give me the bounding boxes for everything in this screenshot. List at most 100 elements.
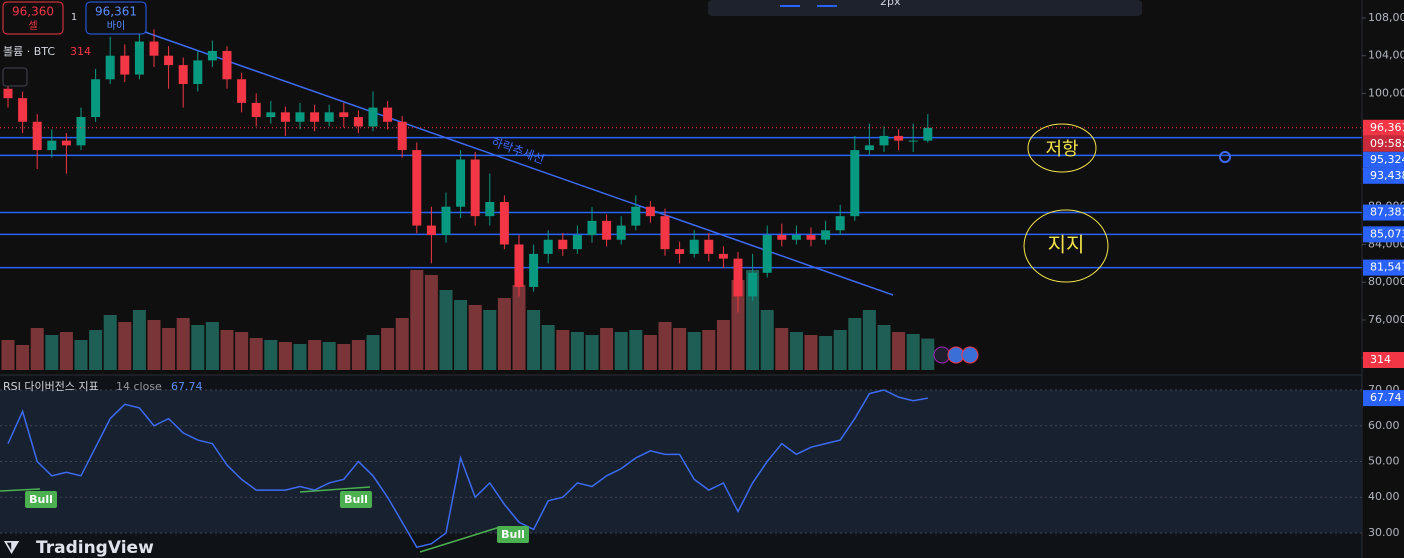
- volume-bar: [629, 330, 643, 370]
- level-label: 85,073: [1370, 227, 1404, 240]
- candle-body: [339, 112, 349, 118]
- volume-bar: [74, 340, 88, 370]
- trendline-label: 하락추세선: [490, 135, 547, 167]
- candle-body: [3, 88, 13, 99]
- y-tick-label: 40.00: [1368, 490, 1400, 503]
- candle-body: [47, 140, 57, 151]
- sell-price: 96,360: [12, 5, 54, 19]
- sell-button[interactable]: [2, 1, 64, 35]
- candle-body: [193, 60, 203, 85]
- candle-body: [558, 239, 568, 250]
- volume-badge: [1363, 352, 1404, 368]
- candle-body: [412, 150, 422, 226]
- y-tick-label: 100,000: [1368, 86, 1404, 99]
- candle-body: [397, 121, 407, 151]
- candle-body: [149, 41, 159, 56]
- candle-body: [602, 220, 612, 240]
- signal-box: [340, 491, 372, 508]
- volume-bar: [293, 344, 307, 370]
- countdown-badge: [1363, 135, 1404, 152]
- level-label: 81,547: [1370, 261, 1404, 274]
- level-badge: [1363, 226, 1404, 243]
- candle-body: [514, 244, 524, 287]
- volume-bar: [162, 328, 176, 370]
- volume-bar: [468, 305, 482, 370]
- quantity: 1: [71, 12, 77, 23]
- volume-bar: [235, 332, 249, 370]
- volume-bar: [673, 328, 687, 370]
- candle-body: [456, 159, 466, 207]
- candle-body: [587, 220, 597, 236]
- current-price-label: 96,361: [1370, 121, 1404, 134]
- candle-body: [777, 235, 787, 240]
- volume-bar: [351, 340, 365, 370]
- volume-bar: [643, 335, 657, 370]
- candle-body: [879, 135, 889, 146]
- volume-bar: [892, 332, 906, 370]
- y-tick-label: 108,000: [1368, 11, 1404, 24]
- volume-legend: 볼륨 · BTC: [3, 45, 55, 58]
- volume-bar: [804, 335, 818, 370]
- candle-body: [529, 253, 539, 287]
- toolbar-width[interactable]: 2px: [880, 0, 901, 8]
- candle-body: [61, 140, 71, 146]
- volume-bar: [687, 332, 701, 370]
- candle-body: [105, 55, 115, 80]
- volume-bar: [264, 340, 278, 370]
- candle-body: [835, 216, 845, 231]
- volume-bar: [395, 318, 409, 370]
- volume-bar: [220, 330, 234, 370]
- candle-body: [543, 239, 553, 254]
- candle-body: [18, 98, 28, 122]
- collapse-button[interactable]: [2, 67, 28, 87]
- volume-bar: [600, 328, 614, 370]
- candle-body: [631, 206, 641, 226]
- volume-badge-label: 314: [1370, 353, 1391, 366]
- volume-bar: [497, 298, 511, 370]
- candle-body: [748, 272, 758, 297]
- candle-body: [791, 235, 801, 240]
- volume-bar: [906, 334, 920, 370]
- volume-bar: [702, 330, 716, 370]
- volume-bar: [585, 335, 599, 370]
- level-badge: [1363, 259, 1404, 276]
- buy-button[interactable]: [85, 1, 147, 35]
- volume-bar: [410, 270, 424, 370]
- signal-label: Bull: [501, 528, 525, 541]
- volume-bar: [337, 344, 351, 370]
- volume-bar: [205, 322, 219, 370]
- candle-body: [32, 121, 42, 151]
- volume-bar: [556, 330, 570, 370]
- candle-body: [616, 225, 626, 240]
- candle-body: [178, 65, 188, 85]
- candle-body: [660, 216, 670, 250]
- divergence-line: [419, 526, 501, 553]
- volume-bar: [731, 280, 745, 370]
- volume-bar: [132, 310, 146, 370]
- volume-bar: [366, 335, 380, 370]
- rsi-params: 14 close: [116, 380, 162, 393]
- candle-body: [266, 112, 276, 118]
- candle-body: [733, 258, 743, 297]
- y-tick-label: 76,000: [1368, 313, 1404, 326]
- candle-body: [718, 253, 728, 259]
- volume-legend-value: 314: [70, 45, 91, 58]
- candle-body: [572, 235, 582, 250]
- volume-bar: [775, 328, 789, 370]
- volume-bar: [381, 328, 395, 370]
- annotation-circle: [1023, 209, 1109, 283]
- event-icon[interactable]: [961, 346, 979, 364]
- volume-bar: [16, 345, 30, 370]
- rsi-legend-value: 67.74: [171, 380, 203, 393]
- line-handle[interactable]: [1219, 151, 1231, 163]
- candle-body: [908, 140, 918, 142]
- volume-bar: [45, 335, 59, 370]
- volume-bar: [59, 332, 73, 370]
- volume-bar: [833, 330, 847, 370]
- volume-bar: [424, 275, 438, 370]
- volume-bar: [848, 318, 862, 370]
- level-badge: [1363, 151, 1404, 168]
- candle-body: [207, 50, 217, 61]
- candle-body: [324, 112, 334, 122]
